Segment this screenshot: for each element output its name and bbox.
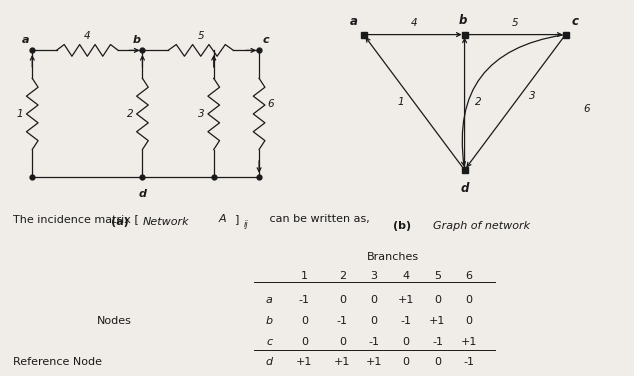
Text: 0: 0	[434, 357, 441, 367]
Text: 0: 0	[301, 316, 308, 326]
Text: 0: 0	[339, 337, 346, 347]
Text: 2: 2	[475, 97, 481, 107]
Text: 4: 4	[84, 31, 91, 41]
Text: 0: 0	[434, 295, 441, 305]
Text: 2: 2	[339, 271, 346, 281]
Text: 0: 0	[339, 295, 346, 305]
Text: 5: 5	[512, 18, 519, 28]
Text: The incidence matrix [: The incidence matrix [	[13, 214, 139, 224]
Text: Nodes: Nodes	[96, 316, 132, 326]
Text: d: d	[266, 357, 273, 367]
Text: 0: 0	[465, 295, 473, 305]
Text: 4: 4	[411, 18, 417, 28]
Text: 6: 6	[267, 99, 274, 109]
Text: Network: Network	[143, 217, 189, 227]
Text: c: c	[571, 15, 578, 28]
Text: c: c	[266, 337, 273, 347]
Text: 5: 5	[434, 271, 441, 281]
Text: 0: 0	[301, 337, 308, 347]
Text: -1: -1	[368, 337, 380, 347]
Text: -1: -1	[432, 337, 443, 347]
Text: 3: 3	[370, 271, 378, 281]
Text: 0: 0	[402, 357, 410, 367]
Text: 1: 1	[16, 109, 23, 119]
Text: 3: 3	[529, 91, 536, 100]
Text: ij: ij	[244, 220, 249, 229]
Text: b: b	[133, 35, 141, 45]
Text: 6: 6	[583, 104, 590, 114]
Text: (a): (a)	[111, 217, 129, 227]
Text: +1: +1	[461, 337, 477, 347]
Text: b: b	[266, 316, 273, 326]
Text: -1: -1	[337, 316, 348, 326]
Text: d: d	[460, 182, 469, 195]
Text: c: c	[262, 35, 269, 45]
Text: can be written as,: can be written as,	[266, 214, 370, 224]
Text: (b): (b)	[393, 221, 411, 231]
Text: ]: ]	[235, 214, 239, 224]
Text: 0: 0	[370, 295, 378, 305]
Text: 1: 1	[397, 97, 404, 107]
Text: 0: 0	[402, 337, 410, 347]
Text: 3: 3	[198, 109, 205, 119]
Text: +1: +1	[429, 316, 446, 326]
Text: 1: 1	[301, 271, 308, 281]
Text: -1: -1	[299, 295, 310, 305]
Text: a: a	[350, 15, 358, 28]
Text: a: a	[266, 295, 273, 305]
Text: -1: -1	[463, 357, 475, 367]
Text: Reference Node: Reference Node	[13, 357, 101, 367]
Text: +1: +1	[334, 357, 351, 367]
Text: 4: 4	[402, 271, 410, 281]
Text: A: A	[219, 214, 226, 224]
Text: d: d	[138, 189, 146, 199]
Text: 0: 0	[370, 316, 378, 326]
Text: +1: +1	[296, 357, 313, 367]
Text: Branches: Branches	[367, 252, 419, 262]
Text: b: b	[458, 14, 467, 27]
Text: +1: +1	[366, 357, 382, 367]
Text: 6: 6	[465, 271, 473, 281]
Text: 5: 5	[197, 31, 204, 41]
Text: a: a	[22, 35, 29, 45]
Text: 0: 0	[465, 316, 473, 326]
Text: +1: +1	[398, 295, 414, 305]
Text: -1: -1	[400, 316, 411, 326]
Text: 2: 2	[127, 109, 133, 119]
Text: Graph of network: Graph of network	[434, 221, 531, 231]
